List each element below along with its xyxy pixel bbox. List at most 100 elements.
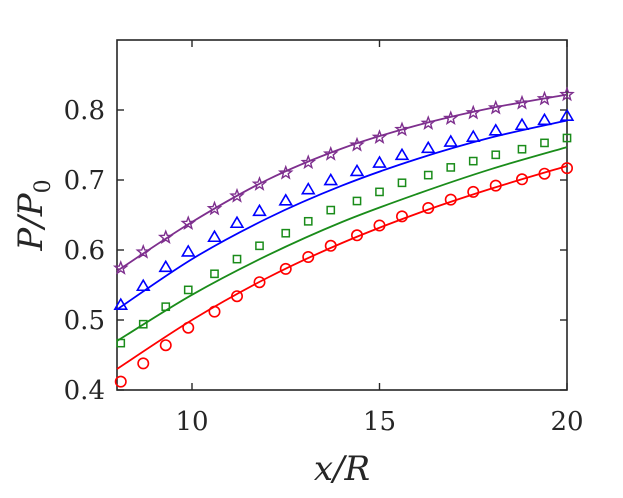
data-point-star [300, 154, 317, 170]
data-point-triangle [349, 163, 365, 177]
data-point-star [112, 259, 129, 275]
y-axis-label: P/P0 [11, 179, 56, 251]
data-point-star [514, 94, 530, 110]
y-tick-label: 0.7 [64, 166, 105, 196]
data-point-star [442, 110, 459, 126]
data-point-star [536, 90, 553, 106]
data-point-triangle [278, 193, 294, 206]
data-point-circle [560, 162, 573, 175]
data-point-circle [253, 276, 266, 289]
data-point-square [423, 170, 433, 180]
data-point-square [116, 338, 126, 348]
y-tick-label: 0.5 [64, 306, 105, 336]
y-tick-label: 0.6 [64, 236, 105, 266]
data-point-star [206, 200, 223, 216]
data-point-circle [444, 193, 457, 206]
data-point-square [326, 205, 336, 215]
data-point-circle [279, 262, 292, 275]
data-point-square [183, 285, 193, 295]
data-point-square [375, 187, 384, 197]
data-point-circle [159, 339, 172, 352]
data-point-square [562, 133, 572, 143]
data-point-square [303, 216, 313, 226]
series-circle [114, 162, 573, 388]
data-point-circle [182, 321, 195, 334]
data-point-triangle [488, 123, 504, 136]
data-point-circle [422, 202, 435, 215]
fit-line-triangle [116, 119, 568, 311]
data-point-triangle [158, 259, 174, 273]
data-point-triangle [394, 147, 410, 161]
data-point-triangle [113, 297, 129, 310]
data-point-triangle [135, 278, 151, 292]
data-point-square [397, 178, 407, 188]
y-tick-label: 0.8 [64, 96, 105, 126]
x-tick-label: 15 [363, 407, 396, 437]
fit-line-square [116, 146, 568, 342]
data-point-star [135, 243, 152, 259]
data-point-circle [114, 375, 127, 388]
y-axis-label-main: P/P [11, 192, 51, 251]
data-point-star [180, 215, 197, 231]
data-point-triangle [229, 215, 245, 229]
data-point-circle [373, 219, 386, 232]
data-point-triangle [465, 129, 481, 142]
data-point-triangle [443, 134, 459, 147]
data-point-square [352, 196, 362, 206]
data-point-square [161, 302, 171, 312]
data-point-circle [350, 229, 363, 242]
data-point-star [487, 99, 504, 115]
series-square [116, 133, 572, 348]
data-point-star [371, 129, 388, 144]
data-point-square [138, 319, 148, 329]
data-point-circle [324, 239, 337, 252]
data-point-triangle [559, 108, 575, 121]
data-point-square [468, 156, 478, 166]
data-point-circle [137, 357, 150, 370]
data-point-triangle [514, 117, 530, 131]
plot-area [116, 39, 568, 391]
y-tick-label: 0.4 [64, 376, 105, 406]
series-triangle [113, 108, 575, 311]
data-point-triangle [180, 244, 196, 257]
data-point-star [559, 86, 575, 102]
data-point-square [281, 228, 291, 238]
data-point-triangle [372, 155, 387, 168]
data-point-star [322, 145, 339, 161]
data-point-star [157, 229, 174, 245]
data-point-circle [489, 179, 502, 192]
data-point-square [491, 150, 501, 160]
data-point-star [465, 104, 482, 120]
data-point-square [540, 138, 549, 148]
data-point-star [420, 115, 437, 130]
series-star [112, 86, 575, 275]
x-axis-label: x/R [314, 449, 370, 489]
data-point-triangle [323, 172, 339, 186]
x-tick-label: 20 [550, 407, 583, 437]
data-point-star [277, 164, 294, 180]
data-point-square [232, 254, 242, 264]
y-axis-label-subscript: 0 [31, 179, 56, 193]
data-point-triangle [207, 229, 222, 243]
data-point-circle [208, 305, 221, 318]
data-point-star [349, 136, 365, 152]
data-point-triangle [300, 182, 316, 195]
data-point-triangle [420, 140, 436, 154]
data-point-square [517, 144, 527, 154]
y-axis-label-group: P/P0 [11, 179, 56, 251]
data-point-circle [538, 167, 551, 180]
data-point-square [255, 241, 264, 251]
ticks-layer: 10 15 20 0.4 0.5 0.6 0.7 0.8 [64, 40, 584, 437]
data-point-square [446, 163, 456, 172]
data-point-star [229, 187, 245, 203]
data-point-circle [302, 251, 315, 264]
data-point-circle [467, 185, 480, 198]
data-point-triangle [252, 203, 267, 217]
data-point-triangle [537, 112, 552, 126]
data-point-square [210, 269, 219, 279]
data-point-star [394, 121, 410, 137]
x-tick-label: 10 [175, 407, 208, 437]
data-point-circle [515, 173, 528, 186]
data-point-circle [395, 210, 408, 223]
